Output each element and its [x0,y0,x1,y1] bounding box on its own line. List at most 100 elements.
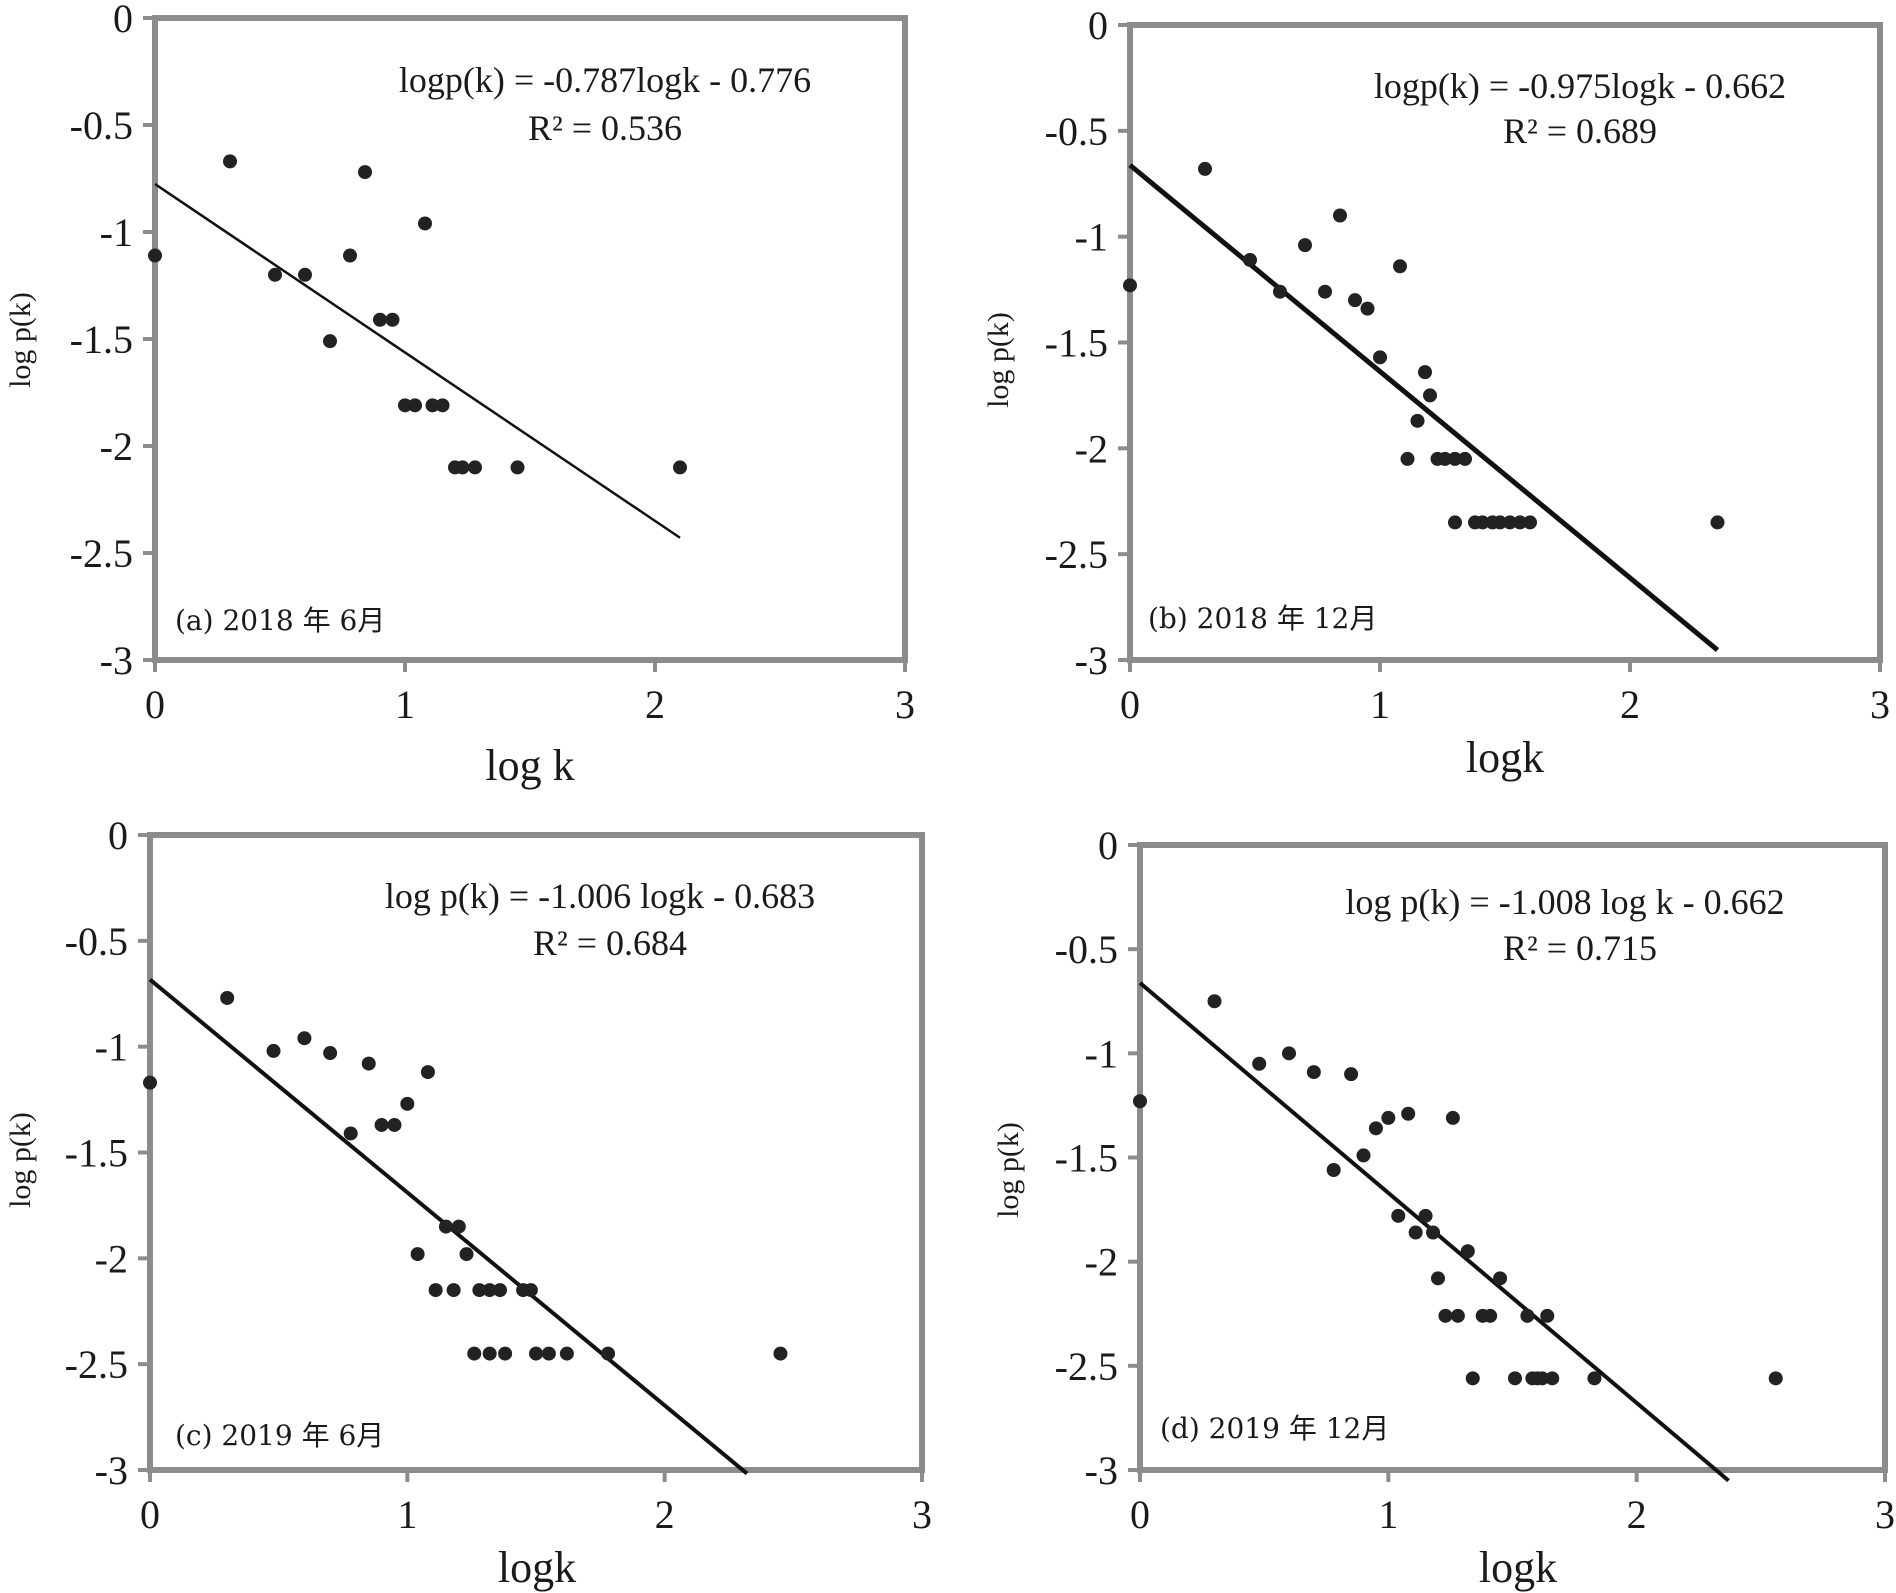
data-point [773,1346,788,1361]
data-point [343,248,357,263]
data-point [1282,1046,1296,1061]
r-squared-label: R² = 0.536 [528,108,682,148]
data-point [398,398,412,413]
data-point [1243,252,1257,267]
y-tick-label: -0.5 [1045,109,1108,154]
data-point [1408,1225,1423,1240]
data-point [298,267,312,282]
data-point [323,1046,338,1061]
x-tick-label: 2 [1620,682,1640,727]
data-point [1513,515,1527,530]
x-tick-label: 1 [397,1492,417,1537]
data-point [541,1346,556,1361]
y-tick-label: -2.5 [1045,532,1108,577]
data-point [1273,284,1287,299]
x-tick-label: 1 [395,682,415,727]
data-point [438,1219,453,1234]
data-point [418,216,432,231]
data-point [1348,293,1362,308]
y-axis-label: log p(k) [992,1122,1025,1218]
data-point [1445,1110,1460,1125]
data-point [1448,515,1462,530]
chart-panel-a: 0 -0.5 -1 -1.5 -2 -2.5 -3 0 1 2 3 log p(k) log k logp… [4,0,915,790]
panel-label: (a) 2018 年 6月 [175,604,385,637]
y-tick-label: -1.5 [1045,321,1108,366]
data-point [451,1219,466,1234]
y-axis-label: log p(k) [4,1112,37,1208]
y-tick-label: -0.5 [1055,927,1118,972]
data-point [425,398,440,413]
data-point [410,1247,425,1262]
data-point [1391,1208,1406,1223]
data-point [1418,365,1432,380]
y-tick-label: -2.5 [1055,1344,1118,1389]
trend-line [1128,163,1720,653]
y-tick-label: -2 [1075,426,1108,471]
data-point [1401,1106,1416,1121]
chart-panel-d: 0 -0.5 -1 -1.5 -2 -2.5 -3 0 1 2 3 log p(k) logk log p… [992,823,1895,1592]
r-squared-label: R² = 0.715 [1503,928,1657,968]
y-tick-label: -3 [1075,638,1108,683]
data-point [428,1283,443,1298]
panel-label: (b) 2018 年 12月 [1148,602,1377,635]
chart-panel-c: 0 -0.5 -1 -1.5 -2 -2.5 -3 0 1 2 3 log p(k) logk log p… [4,813,932,1592]
data-point [673,460,687,475]
data-point [266,1043,281,1058]
data-point [323,334,337,349]
y-tick-label: 0 [1098,823,1118,868]
data-point [374,1117,389,1132]
data-point [523,1283,538,1298]
data-point [385,312,400,327]
data-point [1318,284,1332,299]
panel-label: (d) 2019 年 12月 [1160,1412,1389,1445]
y-tick-label: -1 [1085,1031,1118,1076]
x-axis-label: logk [498,1543,576,1592]
y-tick-label: -2 [100,424,133,469]
data-point [1465,1371,1480,1386]
y-tick-label: -1.5 [1055,1136,1118,1181]
data-point [472,1283,487,1298]
y-tick-label: -2 [1085,1240,1118,1285]
y-tick-label: -2.5 [65,1342,128,1387]
data-point [387,1117,402,1132]
x-tick-label: 3 [1875,1492,1895,1537]
regression-equation: log p(k) = -1.008 log k - 0.662 [1345,882,1784,922]
data-point [1123,278,1137,293]
x-axis-label: logk [1466,733,1544,782]
data-point [1426,1225,1441,1240]
data-point [1520,1308,1535,1323]
data-point [1458,451,1472,466]
data-point [297,1031,312,1046]
data-point [529,1346,543,1361]
data-point [1373,350,1387,365]
y-tick-label: -3 [100,638,133,683]
data-point [1381,1110,1396,1125]
data-point [358,165,372,180]
data-point [1710,515,1725,530]
x-tick-label: 3 [895,682,915,727]
data-point [1535,1371,1550,1386]
data-point [400,1096,415,1111]
data-point [1431,1271,1445,1286]
data-point [446,1283,461,1298]
x-tick-label: 2 [1627,1492,1647,1537]
data-point [143,1075,157,1090]
data-point [343,1126,358,1141]
x-tick-label: 3 [1870,682,1890,727]
data-point [420,1065,435,1080]
regression-equation: log p(k) = -1.006 logk - 0.683 [385,876,815,916]
data-point [1475,515,1490,530]
data-point [1438,1308,1453,1323]
data-point [220,990,235,1005]
trend-line [154,183,681,539]
y-tick-label: -1 [1075,215,1108,260]
x-tick-label: 1 [1378,1492,1398,1537]
data-point [1523,515,1537,530]
y-tick-label: -3 [1085,1448,1118,1493]
data-point [1333,208,1347,223]
x-tick-label: 2 [645,682,665,727]
data-point [482,1283,497,1298]
y-tick-label: -3 [95,1448,128,1493]
y-tick-label: 0 [108,813,128,858]
